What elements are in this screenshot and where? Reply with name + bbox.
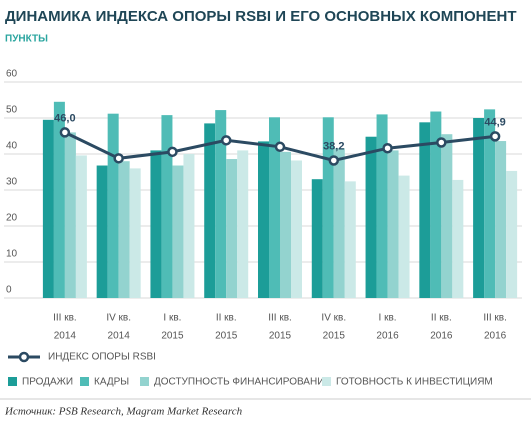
- bar: [344, 181, 356, 298]
- bar: [419, 122, 431, 298]
- x-tick-label: 2015: [161, 331, 184, 342]
- bar: [430, 111, 442, 299]
- x-tick-label: I кв.: [163, 313, 181, 324]
- bar: [484, 109, 496, 298]
- line-marker: [59, 127, 71, 138]
- bar: [495, 141, 507, 298]
- source: Источник: PSB Research, Magram Market Re…: [4, 406, 243, 418]
- x-tick-label: II кв.: [216, 313, 237, 324]
- bar: [311, 179, 323, 298]
- legend-swatch: [140, 377, 149, 386]
- bar: [129, 168, 141, 298]
- line-marker: [167, 146, 178, 158]
- x-tick-label: III кв.: [53, 313, 77, 324]
- x-tick-label: 2015: [323, 331, 346, 342]
- y-tick-label: 10: [6, 249, 18, 260]
- bar: [118, 161, 130, 298]
- x-tick-label: 2016: [430, 331, 453, 342]
- bar: [75, 155, 87, 298]
- bar: [53, 101, 65, 298]
- bar: [291, 160, 302, 298]
- line-marker: [113, 153, 124, 164]
- bar: [473, 118, 485, 298]
- y-tick-label: 30: [6, 177, 18, 188]
- bar: [96, 165, 108, 298]
- value-label: 46,0: [54, 112, 75, 124]
- legend-label: ИНДЕКС ОПОРЫ RSBI: [48, 352, 156, 363]
- legend-swatch: [8, 377, 17, 386]
- bar: [452, 179, 464, 298]
- y-tick-label: 0: [6, 285, 12, 296]
- bar: [376, 114, 388, 299]
- legend-swatch: [322, 377, 331, 386]
- line-marker: [328, 155, 340, 166]
- line-marker: [220, 135, 232, 146]
- x-tick-label: IV кв.: [321, 313, 346, 324]
- bar: [150, 150, 162, 298]
- bar: [237, 150, 249, 298]
- legend-label: ПРОДАЖИ: [22, 377, 73, 388]
- y-tick-label: 60: [6, 69, 18, 80]
- bar: [269, 117, 280, 298]
- bar: [42, 119, 54, 298]
- x-tick-label: 2015: [215, 331, 238, 342]
- y-tick-label: 50: [6, 105, 18, 116]
- legend-marker: [18, 351, 30, 363]
- legend-label: КАДРЫ: [94, 377, 129, 388]
- y-tick-label: 40: [6, 141, 18, 152]
- value-label: 38,2: [323, 140, 344, 152]
- line-marker: [489, 131, 501, 142]
- value-label: 44,9: [484, 116, 505, 128]
- chart-subtitle: ПУНКТЫ: [5, 34, 48, 45]
- bar: [107, 113, 119, 299]
- legend-label: ГОТОВНОСТЬ К ИНВЕСТИЦИЯМ: [336, 377, 493, 388]
- bar: [258, 141, 269, 298]
- legend-swatch: [80, 377, 89, 386]
- x-tick-label: IV кв.: [106, 313, 131, 324]
- bar: [204, 123, 216, 299]
- line-marker: [274, 141, 286, 153]
- chart-title: ДИНАМИКА ИНДЕКСА ОПОРЫ RSBI И ЕГО ОСНОВН…: [5, 8, 516, 25]
- x-tick-label: 2016: [484, 331, 507, 342]
- bar: [280, 151, 291, 298]
- x-tick-label: 2014: [54, 331, 77, 342]
- bar: [506, 170, 518, 298]
- y-tick-label: 20: [6, 213, 18, 224]
- x-tick-label: 2014: [108, 331, 131, 342]
- line-marker: [436, 137, 447, 148]
- x-tick-label: 2016: [376, 331, 399, 342]
- x-tick-label: III кв.: [268, 313, 292, 324]
- bar: [365, 136, 377, 298]
- bar: [161, 115, 173, 299]
- bar: [172, 165, 184, 298]
- bar: [333, 148, 345, 298]
- x-tick-label: II кв.: [431, 313, 452, 324]
- bar: [441, 134, 453, 298]
- legend-label: ДОСТУПНОСТЬ ФИНАНСИРОВАНИЯ: [154, 377, 332, 388]
- bar: [64, 132, 76, 298]
- bar: [387, 150, 399, 298]
- bar: [183, 154, 195, 298]
- bar: [398, 175, 410, 298]
- line-marker: [382, 142, 393, 154]
- x-tick-label: I кв.: [379, 313, 397, 324]
- x-tick-label: 2015: [269, 331, 292, 342]
- bar: [215, 110, 227, 298]
- bar: [226, 159, 238, 298]
- x-tick-label: III кв.: [483, 313, 507, 324]
- bar: [322, 117, 334, 298]
